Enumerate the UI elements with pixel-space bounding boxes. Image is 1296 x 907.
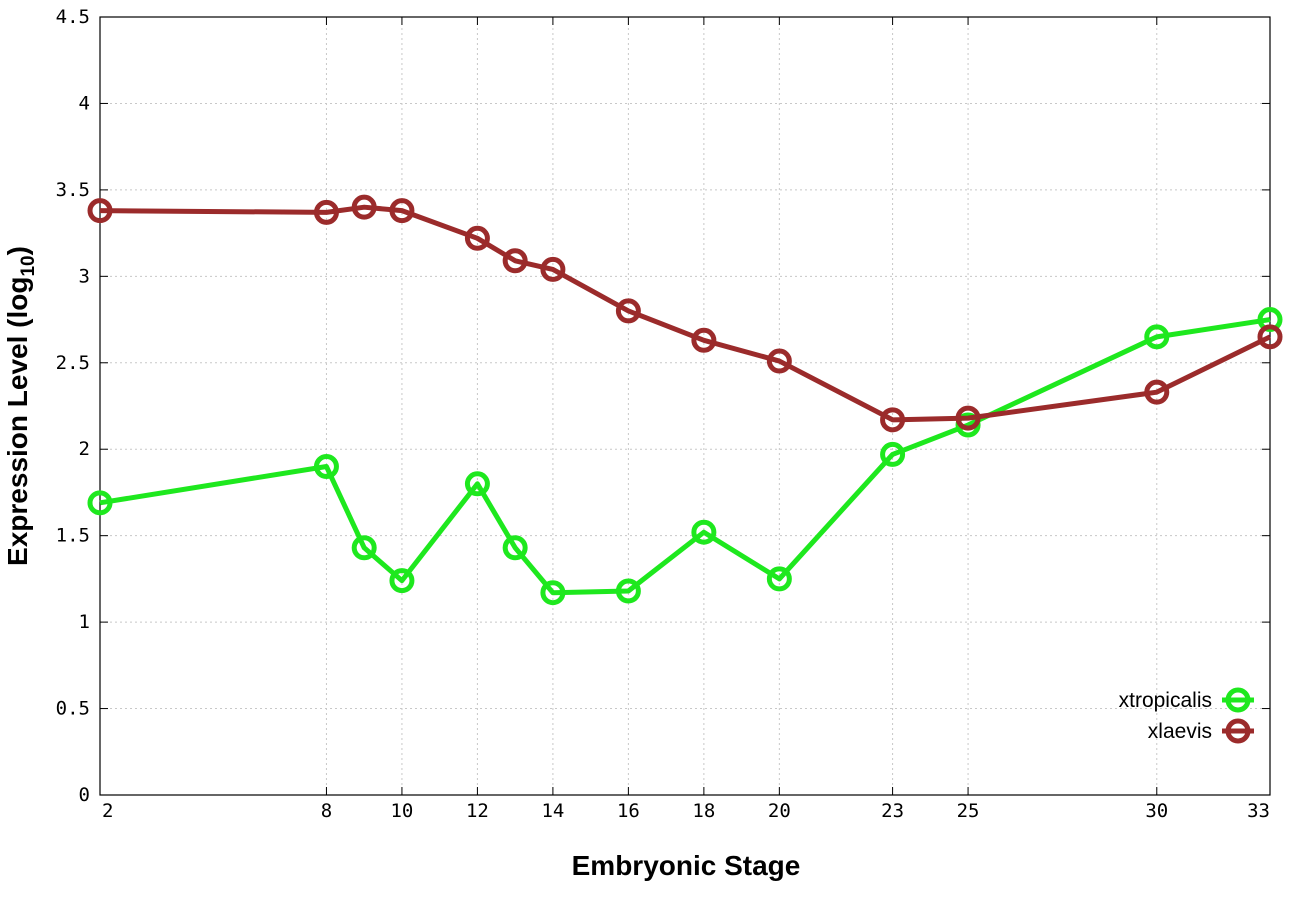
y-axis-title-sub: 10 <box>18 255 39 276</box>
x-tick-label: 10 <box>390 800 413 822</box>
data-point-xtropicalis <box>691 519 717 545</box>
data-point-xtropicalis <box>540 580 566 606</box>
x-tick-label: 2 <box>102 800 113 822</box>
data-point-xlaevis <box>464 225 490 251</box>
data-point-xlaevis <box>766 348 792 374</box>
legend-marker-xlaevis <box>1225 718 1251 744</box>
x-tick-label: 30 <box>1145 800 1168 822</box>
x-tick-label: 23 <box>881 800 904 822</box>
legend-marker-xtropicalis <box>1225 687 1251 713</box>
data-point-xlaevis <box>502 248 528 274</box>
series-line-xlaevis <box>99 204 1272 423</box>
data-point-xlaevis <box>351 194 377 220</box>
x-tick-label: 25 <box>957 800 980 822</box>
data-point-xlaevis <box>691 327 717 353</box>
y-tick-label: 2 <box>79 438 90 460</box>
data-point-xtropicalis <box>87 490 113 516</box>
series-line-xtropicalis <box>99 317 1271 596</box>
data-point-xtropicalis <box>1257 307 1283 333</box>
y-axis-title-main: Expression Level (log <box>2 277 33 566</box>
data-point-xlaevis <box>615 298 641 324</box>
data-point-xtropicalis <box>464 471 490 497</box>
x-tick-label: 14 <box>541 800 564 822</box>
data-point-xtropicalis <box>880 441 906 467</box>
data-point-xlaevis <box>540 256 566 282</box>
x-tick-label: 33 <box>1247 800 1270 822</box>
legend-label-xtropicalis: xtropicalis <box>1119 689 1212 712</box>
y-axis-title: Expression Level (log10) <box>2 246 39 566</box>
y-tick-label: 4 <box>79 92 90 114</box>
data-point-xlaevis <box>955 405 981 431</box>
y-tick-label: 0 <box>79 784 90 806</box>
y-tick-label: 1 <box>79 611 90 633</box>
y-tick-label: 0.5 <box>56 698 90 720</box>
data-point-xlaevis <box>87 198 113 224</box>
legend: xtropicalis xlaevis <box>1119 687 1254 744</box>
x-tick-label: 18 <box>692 800 715 822</box>
x-tick-label: 12 <box>466 800 489 822</box>
data-point-xtropicalis <box>1144 324 1170 350</box>
data-point-xtropicalis <box>313 454 339 480</box>
data-point-xtropicalis <box>351 535 377 561</box>
y-tick-label: 3 <box>79 265 90 287</box>
data-point-xtropicalis <box>766 566 792 592</box>
data-point-xtropicalis <box>615 578 641 604</box>
y-tick-label: 3.5 <box>56 179 90 201</box>
x-axis-title: Embryonic Stage <box>572 850 801 881</box>
grid <box>100 17 1270 795</box>
x-tick-label: 20 <box>768 800 791 822</box>
plot-frame <box>99 16 1271 796</box>
y-axis-title-close: ) <box>2 246 33 255</box>
y-tick-label: 2.5 <box>56 352 90 374</box>
y-tick-label: 4.5 <box>56 6 90 28</box>
legend-label-xlaevis: xlaevis <box>1148 720 1212 743</box>
x-tick-label: 8 <box>321 800 332 822</box>
data-point-xlaevis <box>1257 324 1283 350</box>
x-tick-label: 16 <box>617 800 640 822</box>
data-point-xtropicalis <box>389 568 415 594</box>
x-axis: 2 8 10 12 14 16 18 20 23 25 30 33 <box>99 17 1271 822</box>
data-point-xlaevis <box>313 199 339 225</box>
data-point-xlaevis <box>389 198 415 224</box>
series <box>87 194 1283 606</box>
data-point-xtropicalis <box>502 535 528 561</box>
data-point-xlaevis <box>880 407 906 433</box>
y-tick-label: 1.5 <box>56 525 90 547</box>
y-axis: 0 0.5 1 1.5 2 2.5 3 3.5 4 4.5 <box>56 6 1270 806</box>
data-point-xlaevis <box>1144 379 1170 405</box>
